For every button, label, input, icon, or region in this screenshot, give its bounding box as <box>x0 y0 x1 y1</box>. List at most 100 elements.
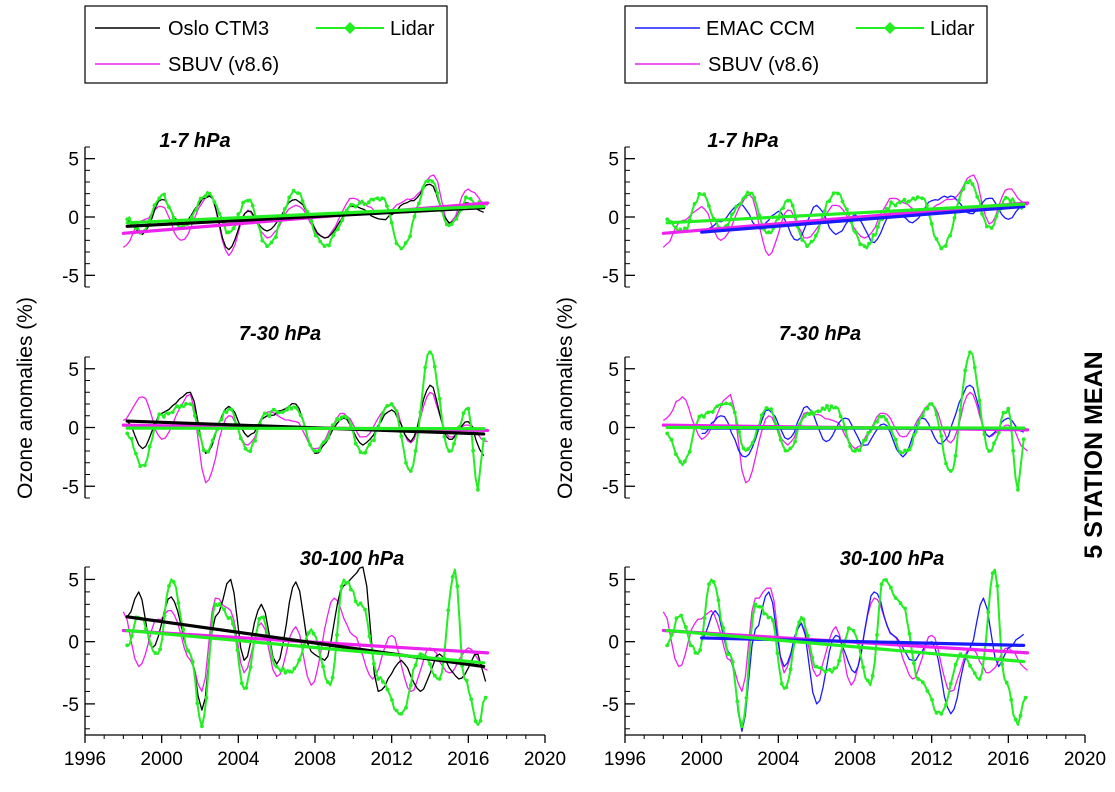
lidar-point <box>390 698 394 702</box>
x-tick-label: 2016 <box>447 749 489 770</box>
lidar-point <box>697 192 702 196</box>
y-tick-label: -5 <box>602 266 619 287</box>
series-line-sbuv-v8-6 <box>122 174 488 257</box>
lidar-point <box>375 196 380 201</box>
lidar-point <box>965 180 970 185</box>
lidar-point <box>181 627 186 632</box>
lidar-point <box>203 194 208 199</box>
lidar-point <box>389 220 394 225</box>
lidar-point <box>674 452 678 457</box>
lidar-point <box>683 226 687 231</box>
lidar-point <box>366 200 371 205</box>
lidar-point <box>335 633 339 637</box>
lidar-point <box>399 246 404 251</box>
lidar-point <box>138 464 143 468</box>
lidar-point <box>778 437 783 442</box>
lidar-point <box>823 669 828 674</box>
side-label: 5 STATION MEAN <box>1080 351 1108 558</box>
lidar-point <box>726 652 730 657</box>
legend-diamond-marker-icon <box>884 22 896 34</box>
lidar-point <box>322 244 327 249</box>
lidar-point <box>206 449 211 454</box>
lidar-point <box>362 202 367 207</box>
lidar-point <box>903 448 907 453</box>
lidar-point <box>875 633 879 637</box>
lidar-point <box>779 681 784 686</box>
lidar-point <box>752 196 757 200</box>
lidar-point <box>702 192 706 197</box>
lidar-point <box>248 449 253 454</box>
lidar-point <box>380 196 384 201</box>
lidar-point <box>212 200 217 204</box>
panel-right-2: -5 0 5 7-30 hPa <box>602 323 1030 499</box>
lidar-point <box>385 404 390 408</box>
lidar-point <box>982 432 987 437</box>
panel-title: 1-7 hPa <box>159 130 230 152</box>
x-tick-label: 2016 <box>987 749 1029 770</box>
lidar-point <box>167 584 171 588</box>
lidar-point <box>192 413 197 418</box>
legend-diamond-marker-icon <box>344 22 356 34</box>
lidar-point <box>244 686 249 690</box>
lidar-point <box>743 195 748 199</box>
x-tick-label: 2004 <box>217 749 260 770</box>
trend-line-lidar <box>125 204 486 225</box>
lidar-point <box>358 200 362 205</box>
lidar-point <box>719 402 724 407</box>
lidar-point <box>432 673 437 678</box>
y-tick-label: 5 <box>608 570 619 591</box>
lidar-point <box>408 469 413 473</box>
trend-line-lidar <box>665 202 1026 225</box>
lidar-point <box>1000 662 1004 667</box>
y-tick-label: 0 <box>608 419 619 440</box>
y-tick-label: 5 <box>608 150 619 171</box>
x-tick-label: 2000 <box>141 749 183 770</box>
lidar-point <box>265 244 269 249</box>
lidar-point <box>744 696 749 700</box>
lidar-point <box>783 448 788 453</box>
lidar-point <box>889 200 893 205</box>
lidar-point <box>930 697 934 702</box>
lidar-point <box>226 230 231 235</box>
lidar-point <box>986 610 991 615</box>
lidar-point <box>702 616 707 621</box>
lidar-point <box>898 601 903 606</box>
x-tick-label: 2012 <box>911 749 953 770</box>
lidar-point <box>1009 697 1014 702</box>
lidar-point <box>814 233 818 238</box>
legend-label-lidar: Lidar <box>390 18 435 40</box>
lidar-point <box>371 197 376 202</box>
lidar-point <box>1006 406 1011 411</box>
lidar-point <box>762 611 766 616</box>
lidar-point <box>697 414 702 419</box>
lidar-point <box>376 677 381 681</box>
lidar-point <box>125 643 130 648</box>
legend-label-sbuv: SBUV (v8.6) <box>168 54 279 76</box>
lidar-point <box>707 204 711 208</box>
lidar-point <box>222 607 227 612</box>
lidar-point <box>771 618 775 623</box>
lidar-point <box>853 230 858 235</box>
lidar-point <box>413 663 418 667</box>
lidar-point <box>274 235 278 239</box>
lidar-point <box>958 408 963 413</box>
lidar-point <box>421 185 426 190</box>
y-axis-label-right: Ozone anomalies (%) <box>554 297 577 499</box>
lidar-point <box>831 191 836 196</box>
lidar-point <box>807 412 812 416</box>
lidar-point <box>300 199 305 203</box>
lidar-point <box>716 598 721 603</box>
lidar-point <box>1013 717 1018 722</box>
lidar-point <box>197 431 202 436</box>
lidar-point <box>195 701 200 706</box>
lidar-point <box>989 226 994 230</box>
lidar-point <box>353 441 358 446</box>
lidar-point <box>980 212 984 216</box>
lidar-point <box>298 413 303 418</box>
lidar-point <box>1004 680 1009 685</box>
panel-left-2: -5 0 5 7-30 hPa <box>62 323 490 499</box>
lidar-point <box>939 711 944 716</box>
lidar-point <box>790 203 795 208</box>
y-axis-label-left: Ozone anomalies (%) <box>14 297 37 499</box>
